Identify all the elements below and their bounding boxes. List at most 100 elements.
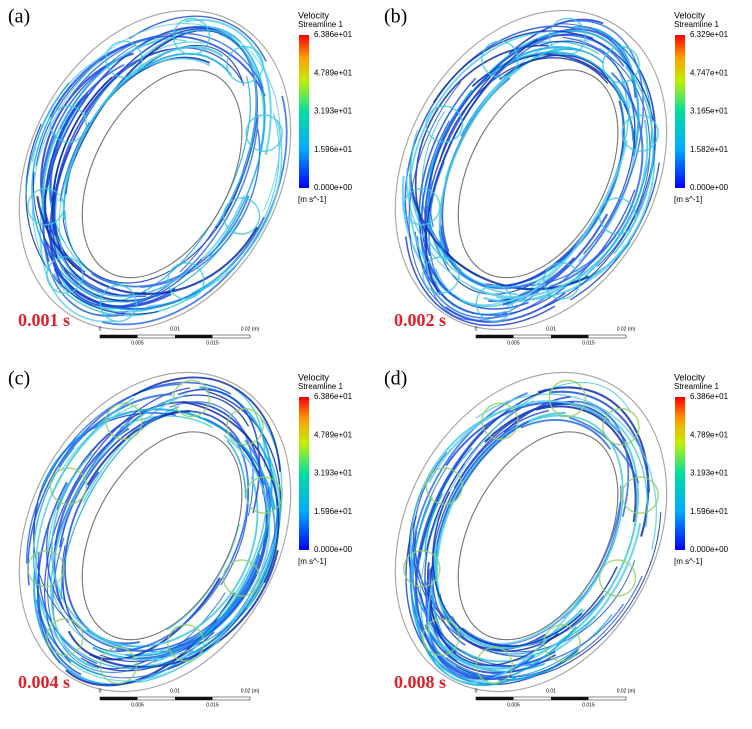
streamline [612, 65, 655, 255]
legend-unit: [m s^-1] [298, 557, 326, 566]
scale-label: 0.02 (m) [617, 688, 636, 694]
legend-unit: [m s^-1] [674, 557, 702, 566]
streamline [453, 401, 574, 489]
ball [167, 624, 205, 662]
streamline [543, 53, 656, 308]
streamline [438, 46, 571, 265]
scale-label: 0.02 (m) [241, 688, 260, 694]
legend-unit: [m s^-1] [298, 195, 326, 204]
streamline [424, 624, 557, 674]
scale-bar-seg [476, 335, 514, 338]
streamline [54, 64, 125, 149]
colorbar-tick-label: 4.789e+01 [690, 430, 729, 439]
streamline [69, 32, 264, 98]
streamline [435, 412, 566, 637]
legend-title: Velocity [674, 10, 706, 20]
ball [602, 407, 640, 446]
colorbar-tick-label: 6.329e+01 [690, 30, 729, 39]
streamline [223, 434, 271, 593]
streamline [128, 15, 267, 62]
inner-ring-edge [81, 431, 243, 641]
streamline [35, 43, 132, 166]
legend-subtitle: Streamline 1 [298, 382, 343, 391]
ball [99, 646, 138, 685]
streamline [569, 162, 660, 301]
colorbar-tick-label: 3.165e+01 [690, 107, 729, 116]
scale-label: 0.005 [507, 340, 520, 346]
colorbar [299, 35, 309, 188]
streamline [50, 397, 176, 670]
legend-subtitle: Streamline 1 [298, 20, 343, 29]
streamline [141, 58, 211, 70]
ball [475, 646, 514, 685]
streamline [421, 120, 460, 300]
ball [425, 467, 464, 505]
colorbar-tick-label: 3.193e+01 [690, 469, 729, 478]
scale-bar-seg [175, 697, 213, 700]
streamline [47, 482, 191, 656]
scale-label: 0.005 [131, 340, 144, 346]
streamline [428, 400, 620, 484]
streamline [425, 559, 636, 653]
streamline [445, 292, 566, 323]
scale-label: 0 [99, 326, 102, 332]
ball [105, 40, 143, 79]
ball [403, 187, 441, 226]
streamline [44, 241, 172, 308]
streamline [182, 401, 280, 584]
streamline [61, 545, 73, 622]
streamline [429, 566, 559, 666]
streamline [454, 420, 529, 502]
streamline [460, 440, 639, 663]
streamline [582, 402, 649, 528]
streamline [169, 401, 254, 516]
streamline [184, 18, 272, 155]
ball [172, 379, 211, 418]
streamline [415, 418, 512, 681]
scale-label: 0.015 [206, 702, 219, 708]
streamline [539, 40, 636, 255]
ball [548, 17, 587, 56]
streamline [485, 100, 625, 287]
ball [543, 624, 581, 662]
legend-unit: [m s^-1] [674, 195, 702, 204]
colorbar-tick-label: 1.582e+01 [690, 145, 729, 154]
inner-ring-edge [457, 431, 619, 641]
ball [245, 476, 283, 514]
streamline [92, 22, 281, 212]
streamline [25, 383, 182, 564]
streamline [424, 463, 465, 655]
streamline [89, 549, 279, 669]
bearing-streamlines [18, 9, 292, 331]
ball [222, 197, 261, 235]
outer-ring [394, 371, 668, 693]
streamline [44, 387, 190, 663]
streamline [46, 522, 218, 652]
streamline [584, 28, 653, 278]
ball [598, 559, 637, 597]
colorbar [675, 397, 685, 550]
streamline [103, 599, 250, 661]
ball [222, 559, 261, 597]
streamline [115, 431, 250, 652]
ball [481, 40, 519, 79]
streamline [133, 376, 282, 472]
scale-label: 0.02 (m) [617, 326, 636, 332]
streamline [489, 30, 640, 157]
streamline [506, 140, 628, 308]
colorbar-tick-label: 0.000e+00 [314, 183, 353, 192]
scale-label: 0.005 [131, 702, 144, 708]
streamline [57, 393, 173, 468]
streamline [559, 20, 644, 284]
ball [49, 467, 88, 505]
colorbar [675, 35, 685, 188]
scale-bar-seg [100, 335, 138, 338]
ball [475, 284, 514, 323]
scale-bar-seg [175, 335, 213, 338]
streamline [562, 36, 651, 268]
panel-label: (a) [8, 6, 30, 28]
scale-label: 0 [475, 326, 478, 332]
streamline [62, 549, 146, 652]
streamline [49, 229, 203, 308]
